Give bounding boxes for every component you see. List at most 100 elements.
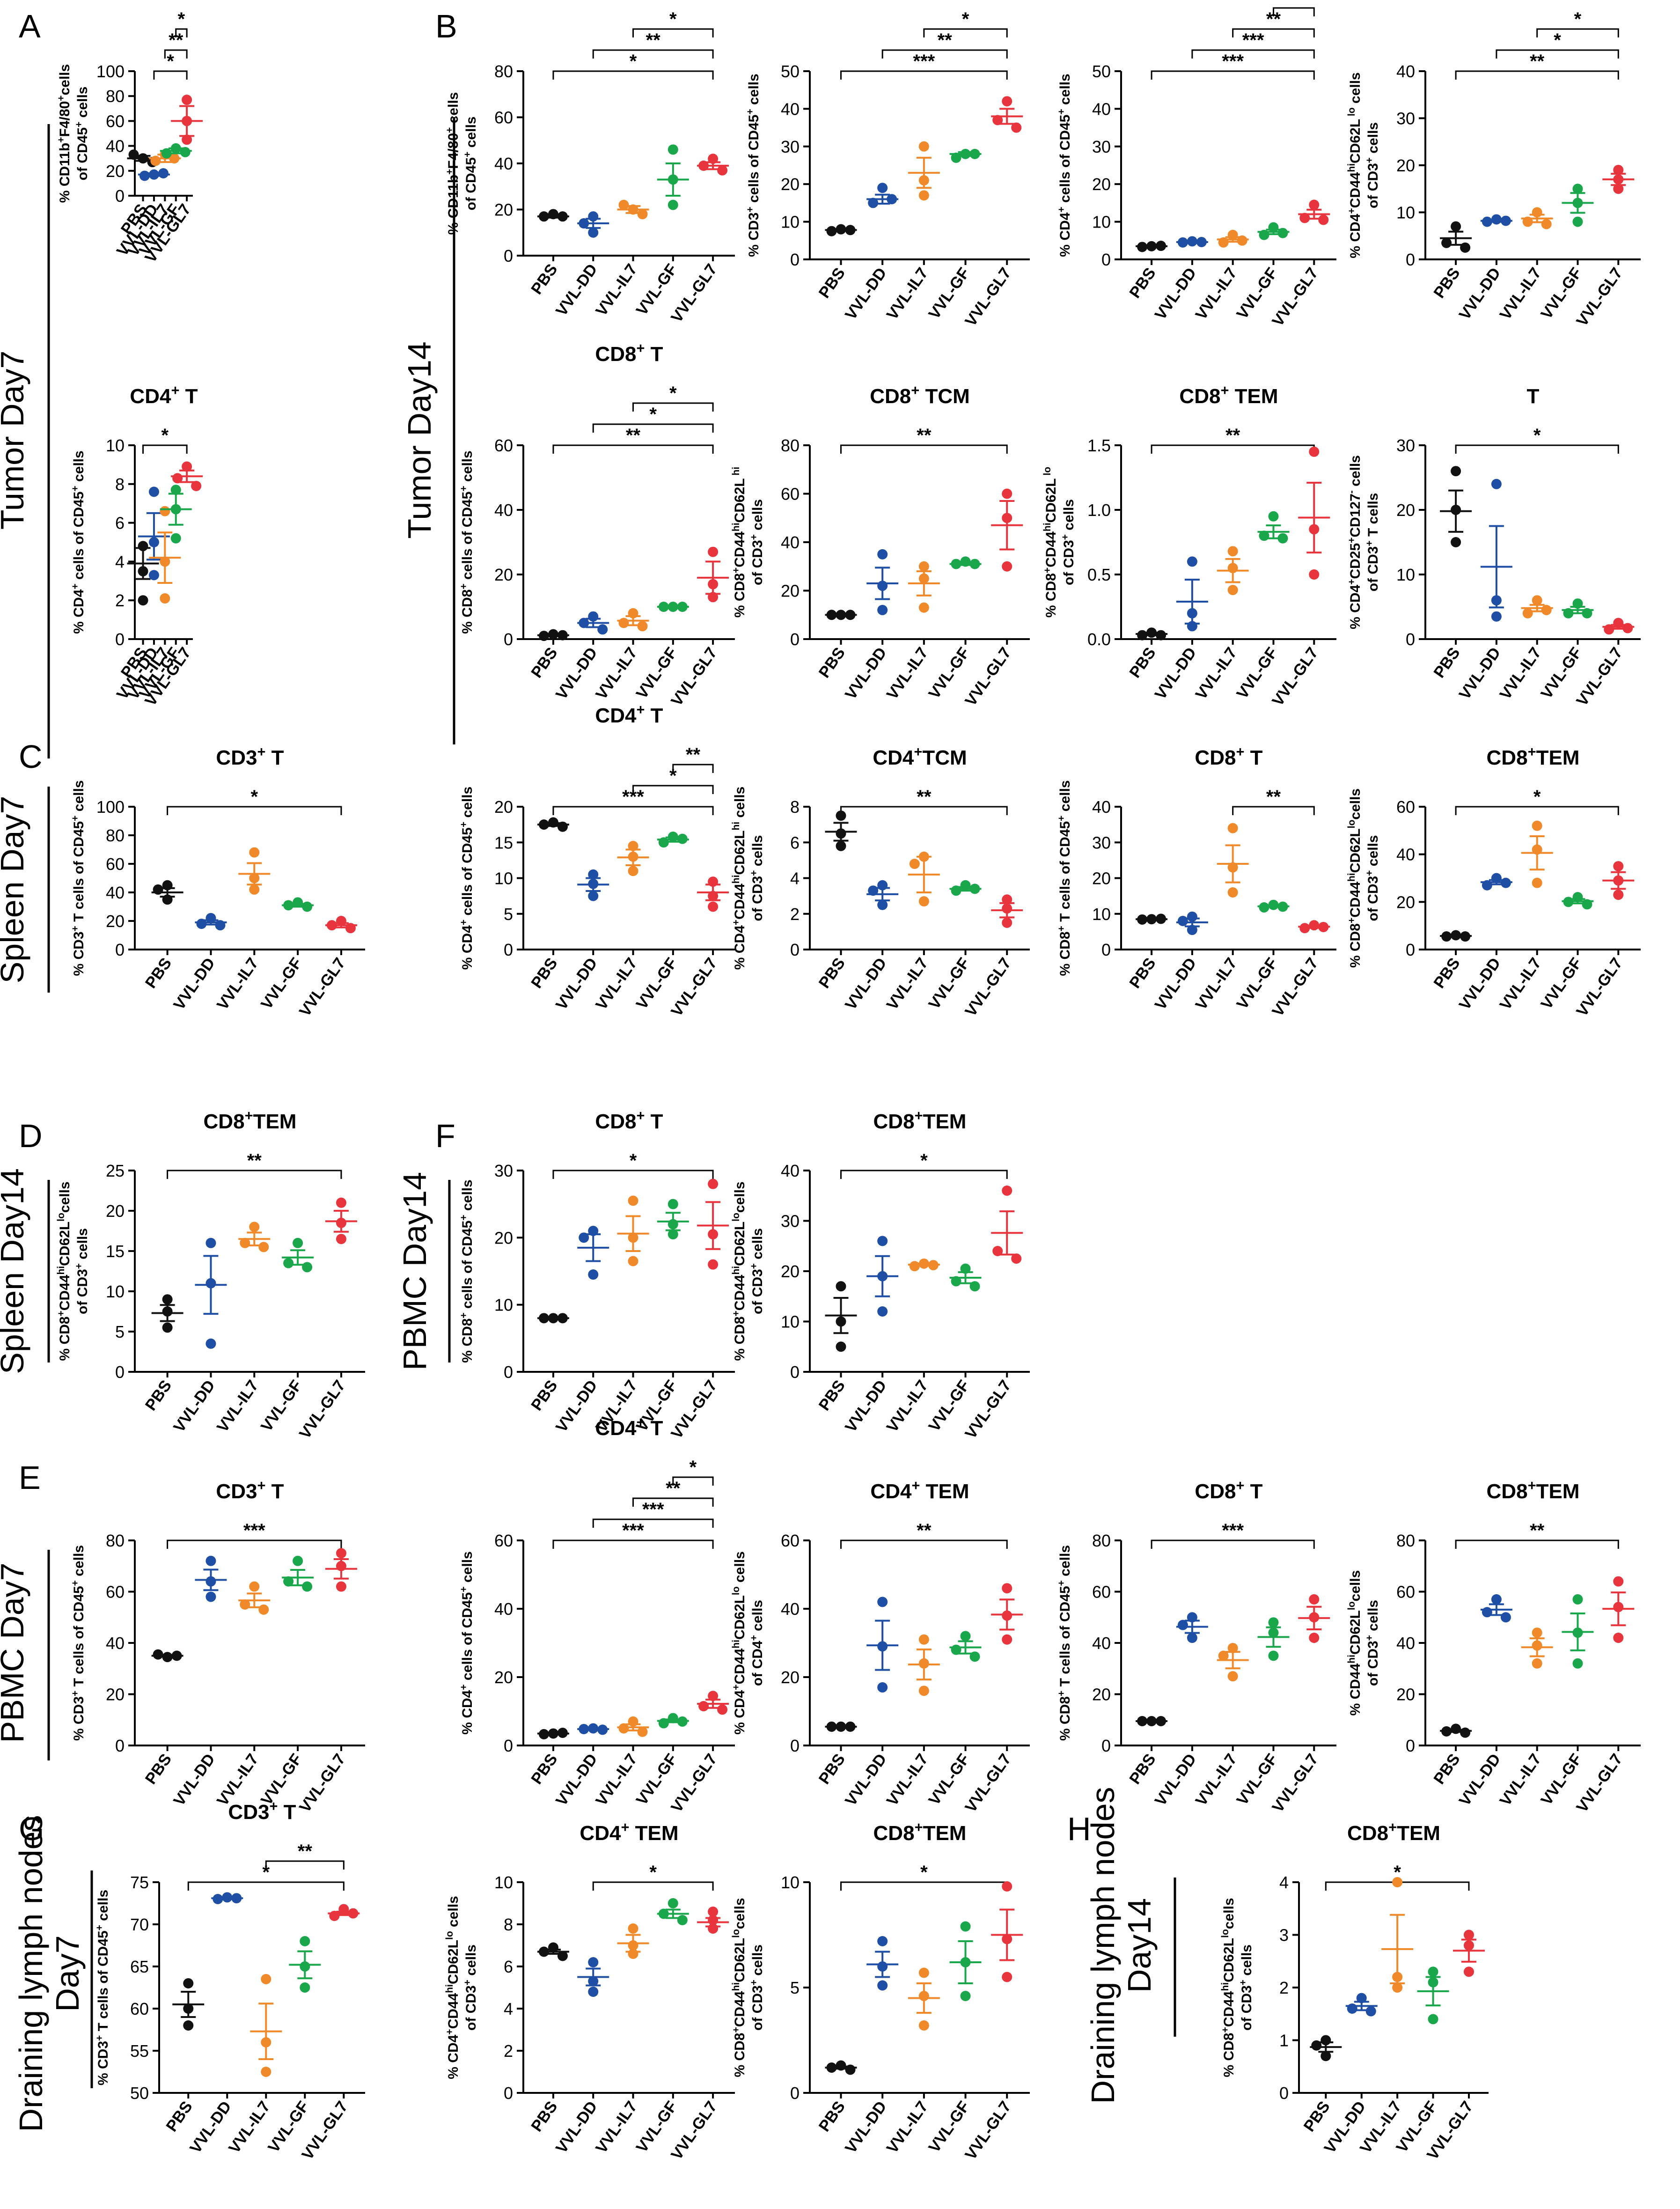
significance-bracket bbox=[840, 444, 1008, 454]
y-tick-label: 40 bbox=[494, 501, 513, 520]
y-axis-label-line2: of CD3+ cells bbox=[748, 1944, 766, 2031]
significance-bracket bbox=[167, 1539, 342, 1549]
y-tick-label: 10 bbox=[494, 1873, 513, 1892]
y-axis-label: % CD11b+F4/80+ cells bbox=[444, 92, 462, 235]
data-point bbox=[1002, 1972, 1012, 1982]
row-label-spleen-day7: Spleen Day7 bbox=[0, 796, 30, 984]
x-tick-label: PBS bbox=[142, 1377, 175, 1414]
chart-title: CD8+ TCM bbox=[870, 382, 970, 408]
data-point bbox=[180, 147, 191, 157]
y-tick-label: 40 bbox=[106, 883, 125, 902]
y-tick-label: 60 bbox=[106, 854, 125, 874]
panel-letter-d: D bbox=[19, 1118, 43, 1154]
significance-bracket bbox=[552, 806, 714, 815]
data-point bbox=[1491, 1594, 1502, 1605]
data-point bbox=[918, 1634, 929, 1645]
x-tick-label: VVL-DD bbox=[842, 644, 890, 703]
y-tick-label: 100 bbox=[96, 62, 125, 81]
data-point bbox=[160, 506, 170, 516]
data-point bbox=[1613, 890, 1624, 900]
x-tick-label: PBS bbox=[815, 955, 849, 992]
y-tick-label: 0 bbox=[1406, 250, 1415, 269]
panel-letter-e: E bbox=[19, 1459, 41, 1496]
chart-title: CD8+TEM bbox=[1487, 744, 1580, 770]
x-tick-label: VVL-IL7 bbox=[592, 955, 641, 1013]
x-tick-label: VVL-IL7 bbox=[213, 1377, 262, 1436]
y-tick-label: 30 bbox=[1092, 833, 1111, 852]
data-point bbox=[1572, 1658, 1583, 1669]
x-tick-label: VVL-IL7 bbox=[883, 1377, 932, 1436]
data-point bbox=[918, 561, 929, 572]
chart-title: CD3+ T bbox=[216, 1477, 284, 1503]
significance-bracket bbox=[1232, 28, 1315, 37]
data-point bbox=[1268, 1617, 1279, 1628]
y-tick-label: 0 bbox=[1101, 250, 1111, 269]
panel-letter-c: C bbox=[19, 738, 43, 775]
charts: 020406080100PBSVVL-DDVVL-IL7VVL-GFVVL-GL… bbox=[56, 0, 1641, 2163]
data-point bbox=[1392, 1982, 1403, 1993]
data-point bbox=[1227, 1642, 1238, 1653]
y-tick-label: 0 bbox=[504, 940, 513, 959]
chart-c1: 020406080100PBSVVL-DDVVL-IL7VVL-GFVVL-GL… bbox=[70, 744, 365, 1020]
y-axis-label: % CD4+CD25+CD127- cells bbox=[1346, 455, 1364, 629]
row-labels: Tumor Day7 Tumor Day14 Spleen Day7 Spleen D… bbox=[0, 117, 1176, 2132]
data-point bbox=[1002, 1881, 1012, 1892]
data-point bbox=[877, 183, 888, 193]
y-tick-label: 30 bbox=[494, 1161, 513, 1180]
data-point bbox=[708, 1907, 719, 1917]
significance-bracket bbox=[840, 1170, 1008, 1179]
data-point bbox=[877, 1306, 888, 1317]
chart-b2: 01020304050PBSVVL-DDVVL-IL7VVL-GFVVL-GL7… bbox=[745, 9, 1030, 330]
data-point bbox=[637, 1726, 648, 1737]
significance-bracket bbox=[552, 70, 714, 80]
significance-label: ** bbox=[1266, 787, 1281, 807]
y-tick-label: 10 bbox=[1396, 565, 1415, 584]
x-tick-label: PBS bbox=[1300, 2098, 1334, 2135]
data-point bbox=[1572, 1594, 1583, 1605]
significance-label: * bbox=[1290, 0, 1298, 8]
significance-bracket bbox=[1151, 444, 1315, 454]
x-tick-label: PBS bbox=[815, 1751, 849, 1788]
y-axis-label: % CD8+CD44hiCD62Llocells bbox=[731, 1898, 748, 2077]
y-tick-label: 80 bbox=[106, 1531, 125, 1550]
x-tick-label: VVL-DD bbox=[170, 1377, 219, 1436]
significance-label: *** bbox=[913, 51, 935, 72]
y-tick-label: 0 bbox=[1279, 2084, 1289, 2103]
data-point bbox=[717, 165, 728, 176]
y-axis-label: % CD44hiCD62Llocells bbox=[1346, 1570, 1364, 1716]
y-tick-label: 20 bbox=[1092, 175, 1111, 194]
data-point bbox=[918, 896, 929, 907]
data-point bbox=[1002, 894, 1012, 905]
y-tick-label: 1 bbox=[1279, 2031, 1289, 2050]
data-point bbox=[1321, 2051, 1331, 2062]
chart-a1: 020406080100PBSVVL-DDVVL-IL7VVL-GFVVL-GL… bbox=[56, 9, 203, 266]
y-tick-label: 20 bbox=[494, 1228, 513, 1247]
data-point bbox=[302, 1262, 313, 1273]
chart-b4: 010203040PBSVVL-DDVVL-IL7VVL-GFVVL-GL7% … bbox=[1346, 9, 1641, 330]
chart-title: CD8+ T bbox=[595, 340, 663, 366]
significance-bracket bbox=[552, 1170, 714, 1179]
data-point bbox=[336, 1581, 346, 1592]
y-tick-label: 20 bbox=[106, 162, 125, 181]
y-tick-label: 10 bbox=[1092, 905, 1111, 924]
data-point bbox=[1347, 2003, 1357, 2014]
chart-d1: 0510152025PBSVVL-DDVVL-IL7VVL-GFVVL-GL7%… bbox=[56, 1107, 365, 1442]
data-point bbox=[1002, 1634, 1012, 1645]
data-point bbox=[708, 1259, 719, 1270]
significance-label: ** bbox=[1225, 425, 1240, 446]
data-point bbox=[293, 1555, 303, 1566]
data-point bbox=[170, 485, 181, 495]
data-point bbox=[1318, 214, 1329, 225]
y-tick-label: 80 bbox=[1396, 1531, 1415, 1550]
chart-title: CD8+TEM bbox=[204, 1107, 297, 1134]
significance-label: ** bbox=[1530, 51, 1545, 72]
x-tick-label: PBS bbox=[163, 2098, 196, 2135]
y-tick-label: 0 bbox=[504, 630, 513, 649]
data-point bbox=[1491, 479, 1502, 489]
chart-title: CD8+ T bbox=[1195, 1477, 1262, 1503]
